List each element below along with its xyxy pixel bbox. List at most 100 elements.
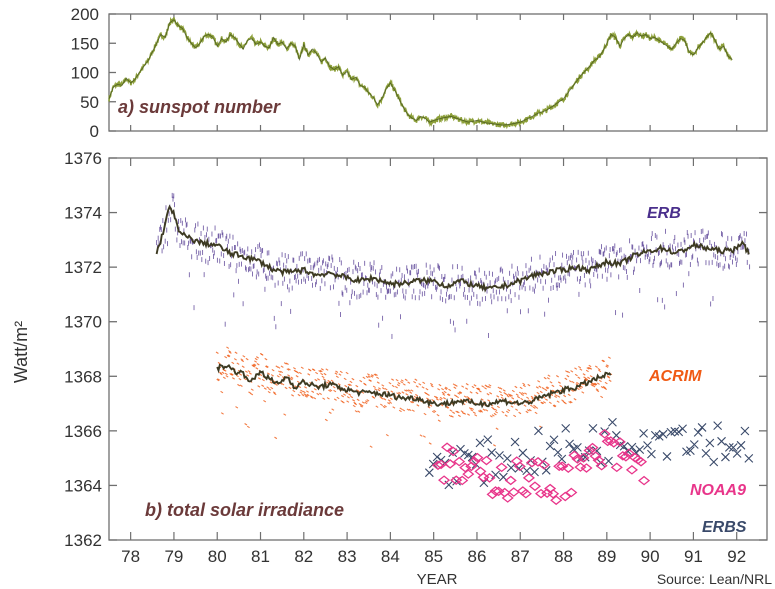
acrim-point [435, 396, 439, 399]
acrim-point [255, 367, 259, 370]
erbs-point [701, 448, 711, 458]
acrim-point [374, 373, 378, 376]
acrim-point [398, 391, 402, 395]
acrim-point [463, 412, 467, 415]
acrim-point [343, 393, 346, 396]
acrim-point [522, 384, 526, 388]
acrim-point [265, 365, 269, 368]
acrim-point [465, 383, 469, 386]
erbs-point [717, 436, 726, 446]
acrim-point [443, 397, 446, 400]
acrim-point [271, 368, 275, 372]
acrim-point [293, 367, 296, 370]
acrim-point [450, 415, 454, 418]
acrim-point [224, 355, 228, 359]
acrim-point [304, 386, 308, 389]
noaa9-point [553, 461, 566, 472]
bottom-panel: 1362 1364 1366 1368 1370 1372 1374 1376 78 79 80 8… [11, 149, 772, 588]
acrim-point [496, 395, 500, 398]
acrim-point [267, 390, 271, 394]
acrim-point [287, 374, 291, 377]
bottom-x-tick-label: 92 [727, 547, 746, 566]
acrim-point [372, 396, 376, 399]
acrim-point [315, 371, 319, 375]
noaa9-point [571, 454, 584, 464]
acrim-point [414, 378, 418, 381]
acrim-point [348, 383, 352, 387]
acrim-point [306, 393, 310, 397]
acrim-point [363, 383, 367, 386]
acrim-point [473, 384, 477, 387]
acrim-point [404, 378, 408, 382]
acrim-point [215, 351, 219, 354]
acrim-point [557, 395, 561, 398]
acrim-point [387, 402, 391, 405]
acrim-point [541, 387, 545, 390]
acrim-point [354, 410, 358, 413]
acrim-point [233, 358, 237, 361]
acrim-point [426, 393, 430, 396]
acrim-point [544, 398, 548, 401]
acrim-point [528, 408, 532, 412]
acrim-point [555, 375, 559, 378]
top-y-tick-label: 150 [71, 34, 99, 53]
acrim-point [318, 370, 322, 373]
noaa9-point [495, 462, 508, 473]
noaa9-point [471, 452, 484, 463]
acrim-point [295, 375, 299, 378]
acrim-point [493, 412, 497, 416]
acrim-point [304, 395, 308, 398]
acrim-point [367, 373, 371, 376]
acrim-point [296, 371, 300, 374]
acrim-point [537, 380, 541, 383]
legend-noaa9: NOAA9 [690, 482, 746, 499]
erbs-point [670, 426, 680, 436]
acrim-point [327, 379, 331, 383]
acrim-point [404, 389, 408, 392]
acrim-point [300, 389, 304, 393]
acrim-point [472, 411, 476, 414]
acrim-point [586, 367, 590, 370]
acrim-point [248, 391, 252, 394]
acrim-point [518, 391, 522, 395]
acrim-point [568, 401, 572, 404]
acrim-point [266, 386, 270, 389]
acrim-point [408, 408, 412, 412]
acrim-point [380, 397, 384, 400]
acrim-point [241, 365, 245, 368]
acrim-point [533, 404, 537, 408]
bottom-y-tick-label: 1370 [64, 313, 102, 332]
erbs-point [561, 423, 571, 433]
acrim-point [569, 400, 573, 404]
acrim-point [352, 404, 356, 408]
acrim-point [541, 401, 545, 405]
acrim-point [597, 367, 601, 371]
acrim-point [288, 386, 292, 390]
acrim-point [272, 391, 276, 394]
acrim-point [320, 372, 324, 376]
noaa9-point [525, 457, 538, 468]
acrim-point [246, 425, 250, 429]
acrim-point [596, 382, 600, 385]
acrim-point [552, 389, 556, 393]
acrim-point [300, 366, 304, 370]
erbs-point [693, 427, 703, 437]
top-panel: 0 50 100 150 200 a) sunspot number [71, 5, 768, 141]
erbs-point [573, 442, 582, 452]
acrim-point [444, 387, 448, 390]
bottom-x-tick-label: 88 [554, 547, 573, 566]
acrim-point [360, 404, 364, 407]
acrim-point [467, 413, 471, 416]
acrim-point [505, 410, 509, 414]
erbs-point [600, 427, 610, 436]
erbs-point [654, 432, 664, 441]
acrim-point [563, 394, 567, 398]
noaa9-point [565, 487, 578, 498]
erbs-point [502, 454, 512, 463]
acrim-point [217, 378, 221, 381]
acrim-point [390, 390, 394, 393]
acrim-point [547, 374, 551, 377]
acrim-point [296, 380, 300, 384]
erbs-point [487, 448, 497, 457]
